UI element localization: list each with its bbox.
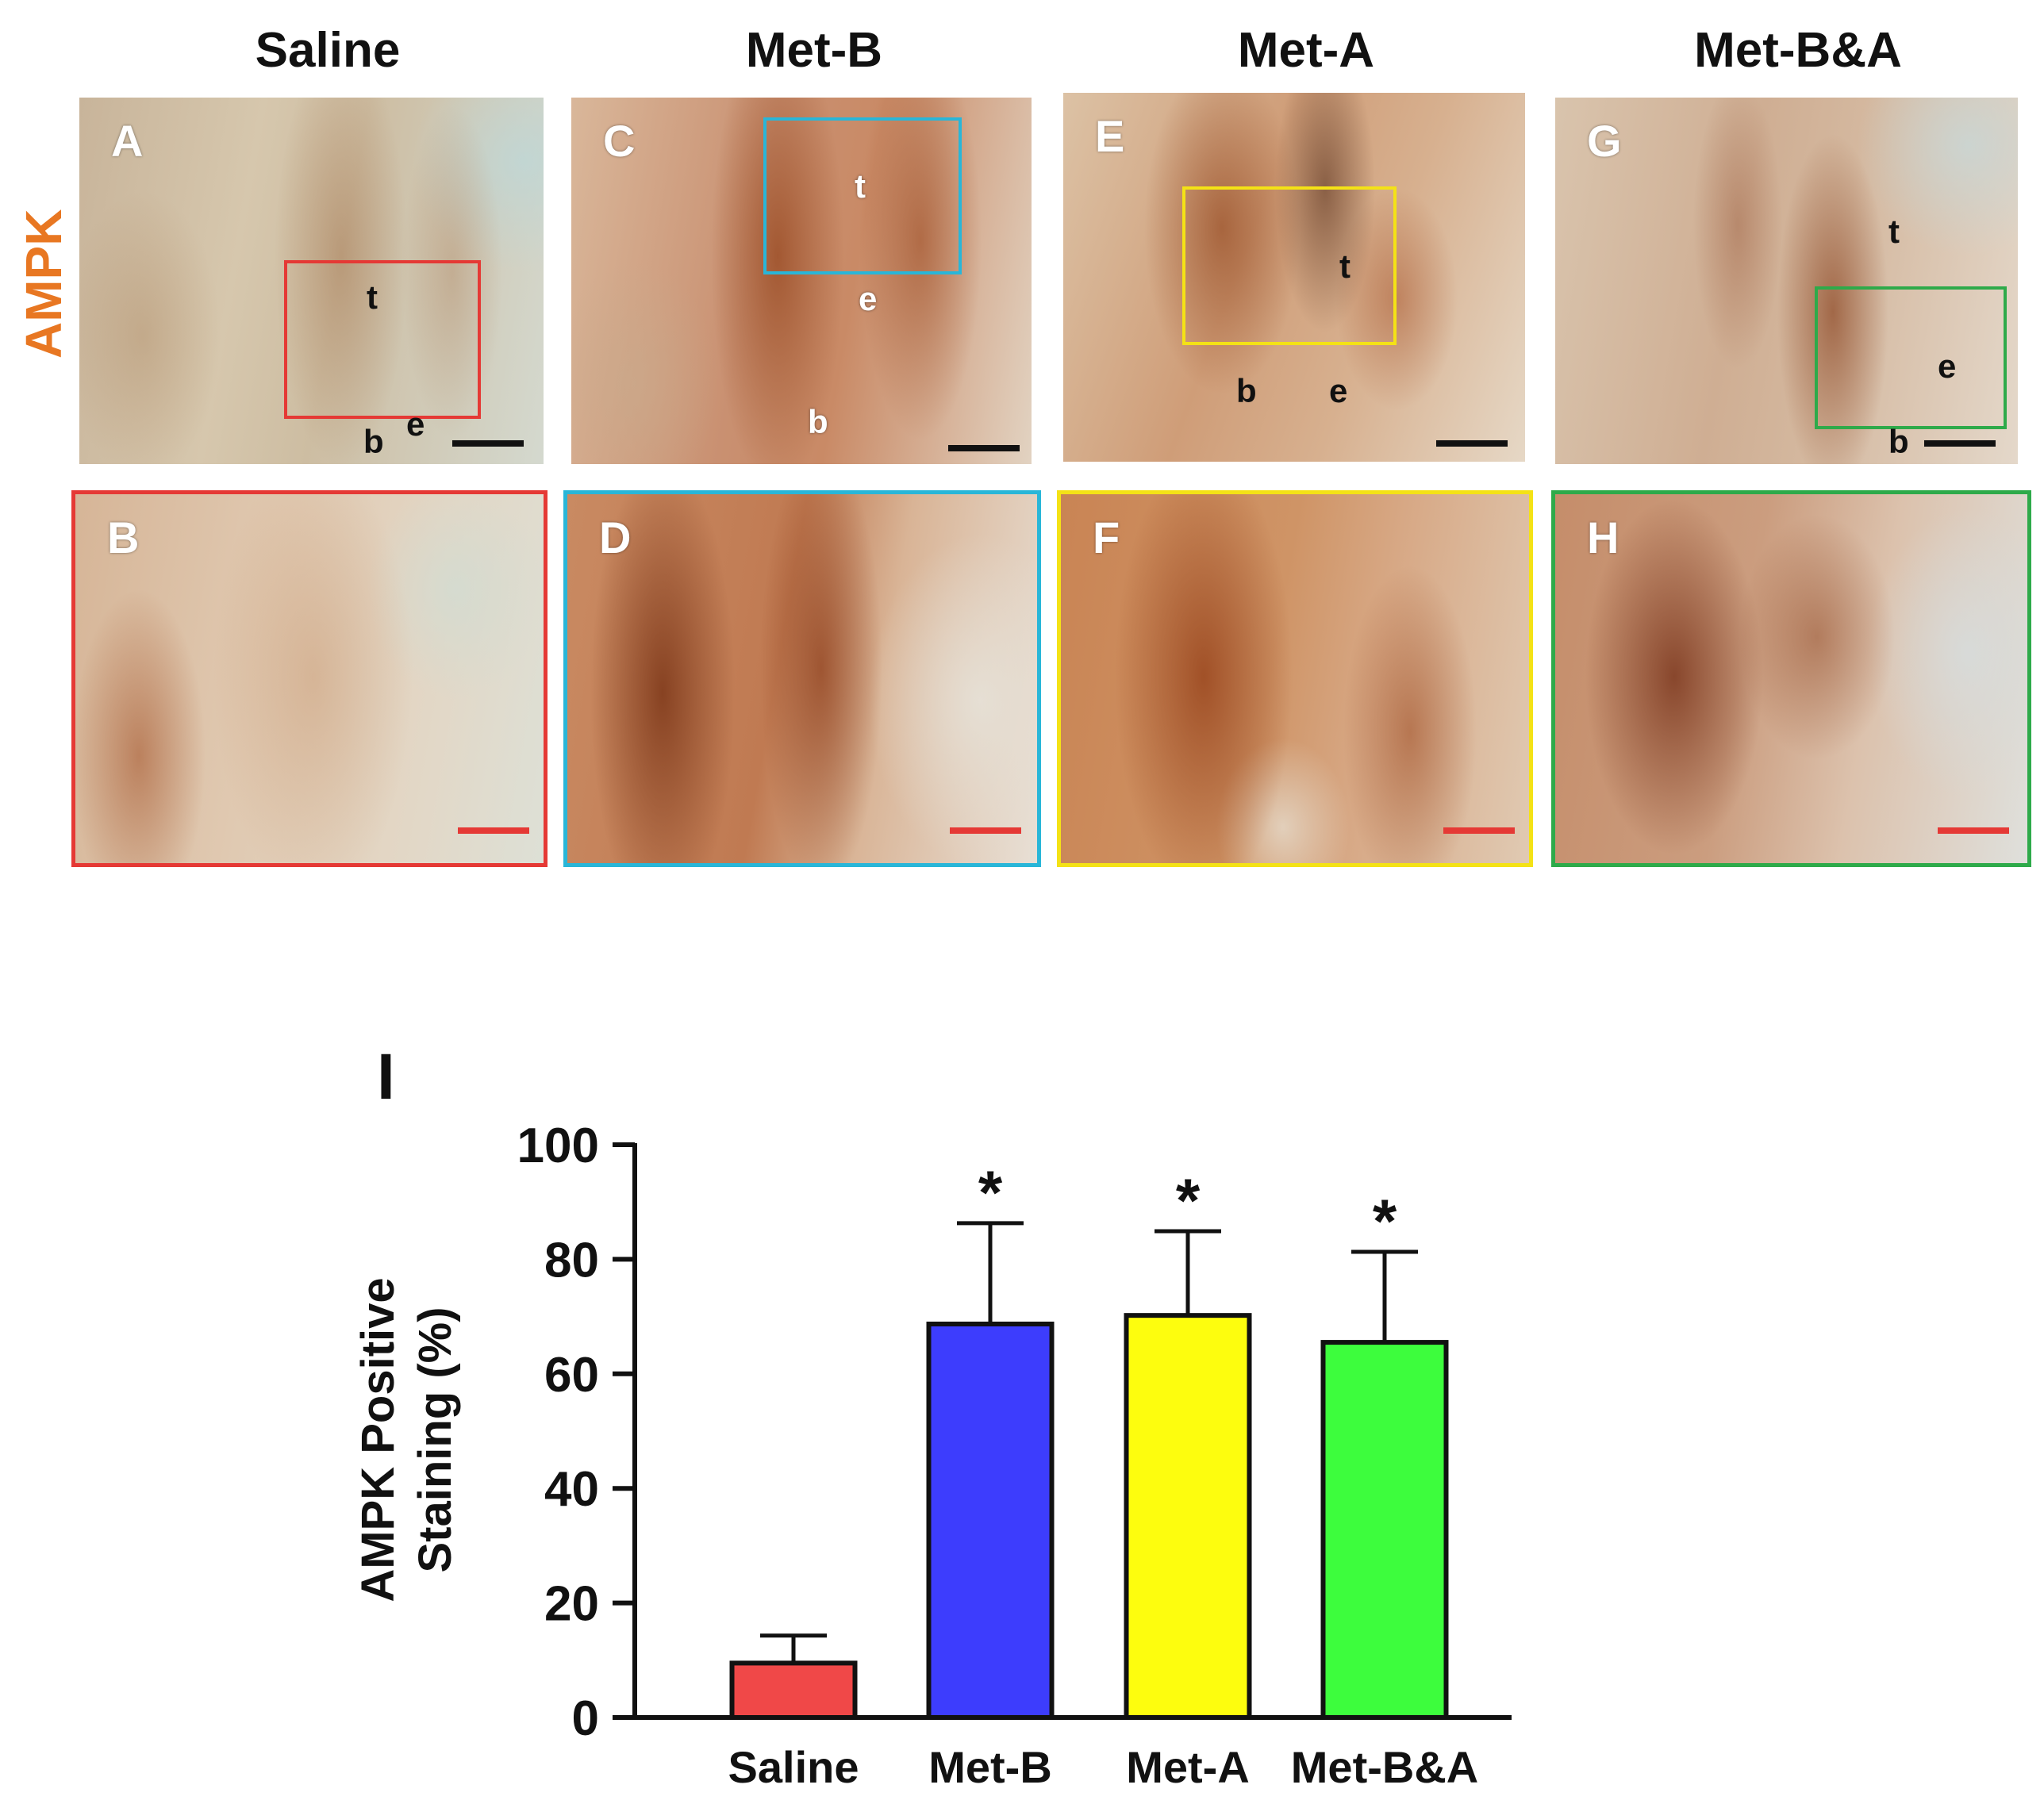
region-label-e: e [859, 280, 878, 317]
region-label-e: e [406, 405, 425, 443]
tissue-texture [1063, 93, 1525, 462]
chart-panel-label: I [377, 1041, 395, 1113]
y-tick-label: 20 [544, 1577, 599, 1632]
scale-bar-black [1436, 440, 1508, 447]
panel-label-e: E [1095, 111, 1125, 161]
tissue-texture [1555, 98, 2018, 464]
panel-label-b: B [107, 512, 140, 562]
tissue-texture [1061, 494, 1529, 863]
column-title-saline: Saline [255, 23, 401, 78]
scale-bar-red [1443, 827, 1515, 834]
panel-label-d: D [599, 512, 632, 562]
micrograph-panel-b: B [71, 490, 548, 867]
micrograph-panel-h: H [1551, 490, 2031, 867]
tissue-texture [1555, 494, 2027, 863]
x-tick-label: Saline [728, 1742, 859, 1792]
y-axis-label-line-2: Staining (%) [409, 1307, 461, 1572]
micrograph-panel-g: G t e b [1555, 98, 2018, 464]
region-label-t: t [1339, 248, 1350, 285]
tissue-texture [75, 494, 544, 863]
roi-box-g [1815, 286, 2007, 429]
scale-bar-red [458, 827, 529, 834]
region-label-t: t [367, 278, 378, 316]
y-tick-label: 40 [544, 1462, 599, 1517]
region-label-b: b [1888, 423, 1909, 460]
region-label-t: t [855, 167, 866, 205]
micrograph-panel-e: E t b e [1063, 93, 1525, 462]
region-label-e: e [1329, 372, 1348, 409]
y-tick-label: 0 [572, 1691, 599, 1746]
bar [729, 1660, 858, 1720]
roi-box-c [763, 117, 962, 274]
significance-marker: * [978, 1157, 1003, 1227]
region-label-b: b [363, 423, 384, 460]
tissue-texture [571, 98, 1032, 464]
panel-label-f: F [1093, 512, 1120, 562]
panel-label-g: G [1587, 116, 1622, 166]
panel-label-a: A [111, 116, 144, 166]
x-tick-label: Met-B [928, 1742, 1052, 1792]
scale-bar-red [950, 827, 1021, 834]
column-title-met-b-and-a: Met-B&A [1694, 23, 1902, 78]
y-tick-label: 60 [544, 1348, 599, 1403]
micrograph-panel-a: A t b e [79, 98, 544, 464]
x-tick-label: Met-B&A [1291, 1742, 1478, 1792]
roi-box-a [284, 260, 481, 419]
region-label-b: b [1236, 372, 1257, 409]
micrograph-panel-d: D [563, 490, 1041, 867]
region-label-e: e [1938, 347, 1957, 385]
tissue-texture [567, 494, 1037, 863]
panel-label-c: C [603, 116, 636, 166]
micrograph-panel-f: F [1057, 490, 1533, 867]
scale-bar-red [1938, 827, 2009, 834]
bar-chart: I AMPK Positive Staining (%) 0 20 40 60 80 10… [352, 1041, 1512, 1792]
micrograph-panel-c: C t e b [571, 98, 1032, 464]
scale-bar-black [948, 445, 1020, 451]
y-tick-label: 100 [517, 1119, 599, 1173]
plot-area: 0 20 40 60 80 100 Saline * Met-B * Met-A * Met-B&A [517, 1119, 1512, 1792]
region-label-b: b [808, 403, 828, 440]
column-title-met-a: Met-A [1237, 23, 1375, 78]
stain-row-label: AMPK [15, 209, 72, 359]
significance-marker: * [1373, 1186, 1397, 1256]
bar [1320, 1340, 1449, 1720]
region-label-t: t [1888, 213, 1900, 250]
column-title-met-b: Met-B [745, 23, 883, 78]
x-tick-label: Met-A [1126, 1742, 1250, 1792]
bar [1124, 1313, 1252, 1720]
roi-box-e [1182, 186, 1397, 345]
scale-bar-black [1924, 440, 1996, 447]
scale-bar-black [452, 440, 524, 447]
panel-label-h: H [1587, 512, 1619, 562]
tissue-texture [79, 98, 544, 464]
significance-marker: * [1176, 1165, 1201, 1235]
y-axis-label-line-1: AMPK Positive [352, 1277, 404, 1602]
y-tick-label: 80 [544, 1233, 599, 1288]
bar [926, 1321, 1055, 1720]
